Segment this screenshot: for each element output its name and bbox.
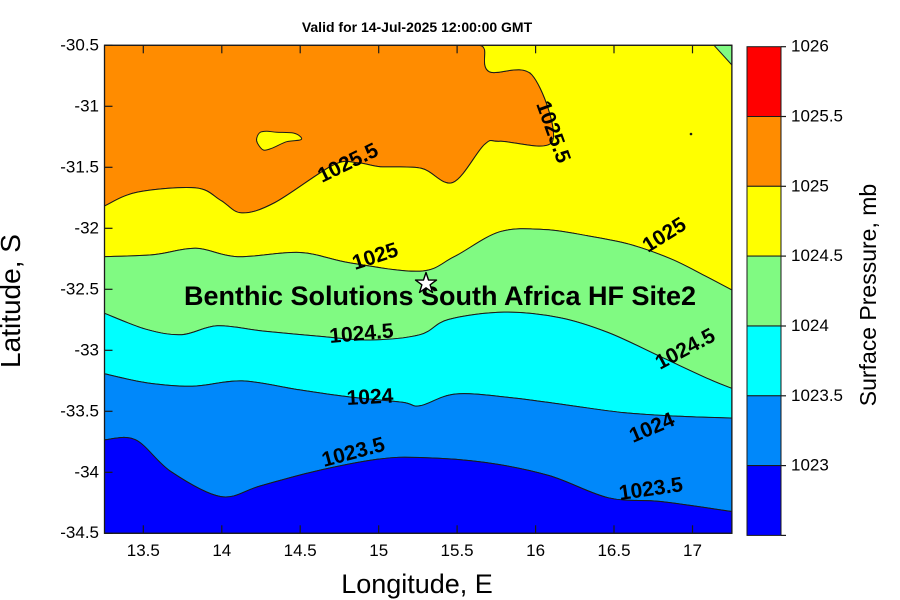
svg-text:Surface Pressure, mb: Surface Pressure, mb <box>855 184 881 406</box>
svg-text:Benthic Solutions South Africa: Benthic Solutions South Africa HF Site2 <box>184 281 696 311</box>
svg-text:16: 16 <box>526 541 545 560</box>
svg-text:-30.5: -30.5 <box>60 36 99 55</box>
svg-text:-31: -31 <box>74 97 99 116</box>
svg-text:1026: 1026 <box>791 37 829 56</box>
svg-text:1023.5: 1023.5 <box>791 386 843 405</box>
svg-text:1024: 1024 <box>346 385 394 410</box>
svg-text:1025.5: 1025.5 <box>791 107 843 126</box>
svg-text:17: 17 <box>683 541 702 560</box>
svg-text:14.5: 14.5 <box>284 541 317 560</box>
svg-text:1023: 1023 <box>791 456 829 475</box>
svg-text:Valid for 14-Jul-2025 12:00:00: Valid for 14-Jul-2025 12:00:00 GMT <box>302 19 533 35</box>
svg-text:-32.5: -32.5 <box>60 280 99 299</box>
svg-text:Longitude, E: Longitude, E <box>341 569 493 599</box>
svg-text:Latitude, S: Latitude, S <box>0 234 26 368</box>
svg-text:-31.5: -31.5 <box>60 158 99 177</box>
svg-text:1024.5: 1024.5 <box>791 246 843 265</box>
svg-text:15.5: 15.5 <box>441 541 474 560</box>
svg-text:14: 14 <box>212 541 231 560</box>
svg-text:15: 15 <box>369 541 388 560</box>
svg-text:16.5: 16.5 <box>597 541 630 560</box>
svg-text:1024: 1024 <box>791 316 829 335</box>
svg-text:-33.5: -33.5 <box>60 402 99 421</box>
svg-text:13.5: 13.5 <box>127 541 160 560</box>
svg-text:-34.5: -34.5 <box>60 523 99 542</box>
svg-text:1025: 1025 <box>791 176 829 195</box>
svg-text:-32: -32 <box>74 219 99 238</box>
svg-text:-34: -34 <box>74 463 99 482</box>
svg-text:-33: -33 <box>74 341 99 360</box>
